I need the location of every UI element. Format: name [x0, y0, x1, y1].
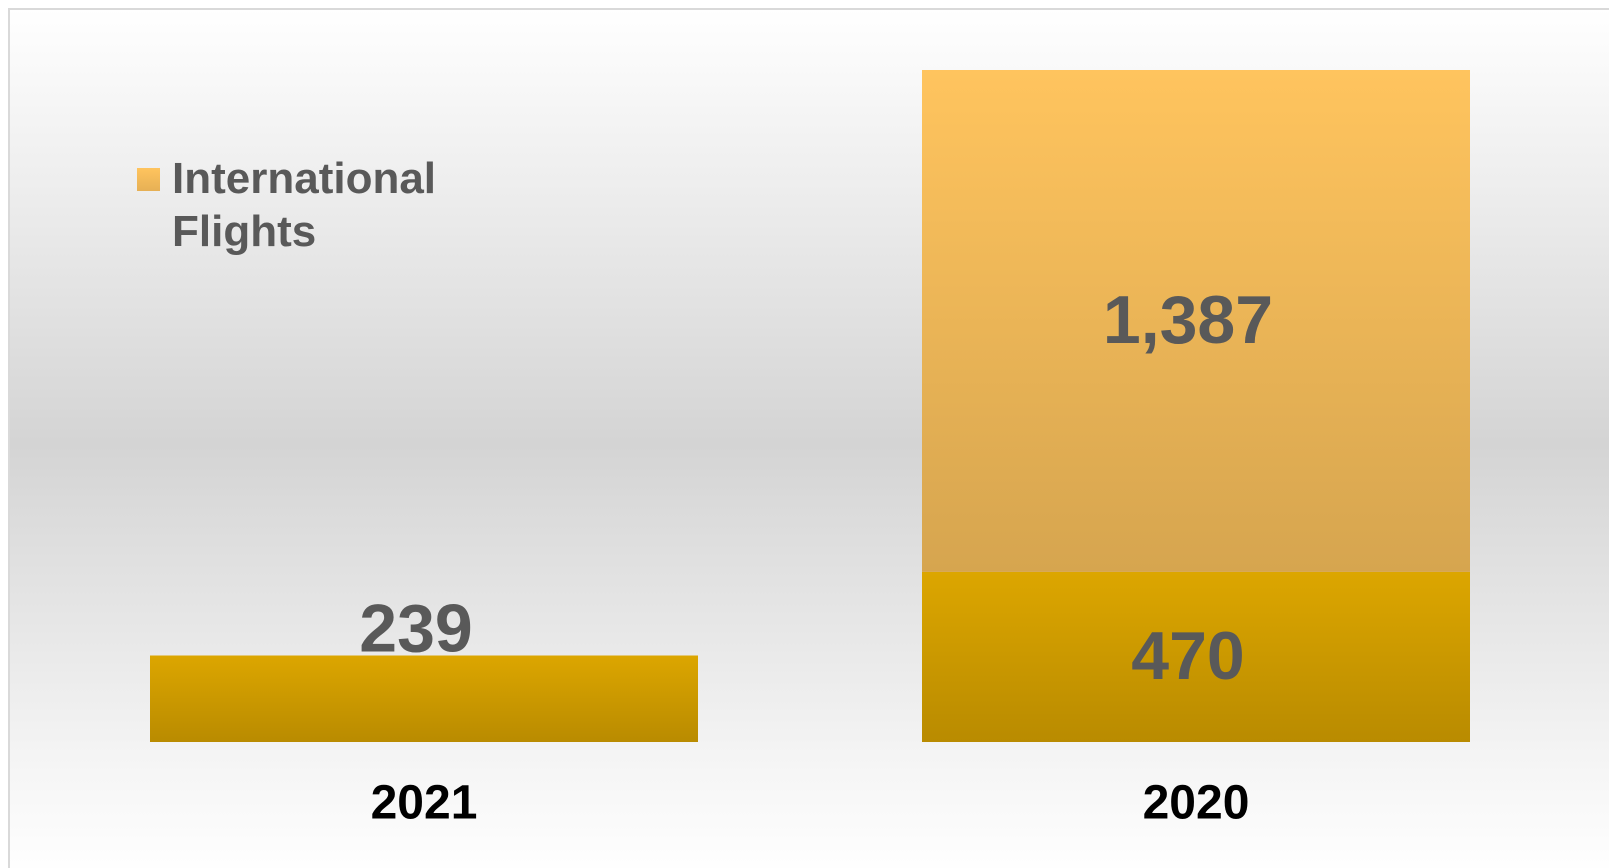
value-label: 239: [359, 590, 472, 666]
value-label: 470: [1131, 618, 1244, 694]
bar-segment: [922, 571, 1470, 742]
bar-segment: [150, 655, 698, 742]
legend-label: International Flights: [172, 154, 437, 256]
bar-segment: [922, 70, 1470, 572]
legend-swatch: [137, 168, 160, 191]
x-tick-label: 2020: [1143, 777, 1250, 830]
value-label: 1,387: [1103, 282, 1273, 358]
legend: International Flights: [137, 152, 472, 258]
x-tick-label: 2021: [371, 777, 478, 830]
